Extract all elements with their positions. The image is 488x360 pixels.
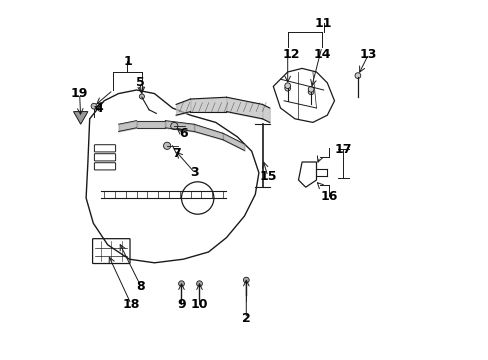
Text: 5: 5 (136, 76, 144, 89)
Circle shape (307, 86, 313, 92)
Circle shape (284, 85, 290, 91)
Circle shape (243, 277, 249, 283)
Circle shape (284, 83, 290, 89)
Circle shape (196, 281, 202, 287)
Text: 4: 4 (94, 102, 103, 114)
Circle shape (307, 89, 313, 95)
Circle shape (163, 142, 170, 149)
Text: 17: 17 (334, 143, 351, 156)
Text: 12: 12 (282, 48, 300, 60)
Text: 10: 10 (190, 298, 208, 311)
Text: 18: 18 (122, 298, 140, 311)
Polygon shape (73, 112, 88, 124)
Text: 11: 11 (314, 17, 332, 30)
Text: 2: 2 (242, 312, 250, 325)
Text: 3: 3 (190, 166, 199, 179)
Circle shape (354, 73, 360, 78)
Circle shape (178, 281, 184, 287)
Circle shape (91, 103, 97, 109)
Text: 13: 13 (359, 48, 377, 60)
Text: 16: 16 (320, 190, 337, 203)
Text: 19: 19 (71, 87, 88, 100)
Circle shape (139, 94, 144, 99)
Text: 7: 7 (171, 147, 180, 159)
Circle shape (170, 122, 178, 130)
Text: 8: 8 (136, 280, 145, 293)
Text: 9: 9 (177, 298, 185, 311)
Text: 14: 14 (312, 48, 330, 60)
Text: 15: 15 (259, 170, 276, 183)
Text: 1: 1 (123, 55, 132, 68)
Text: 6: 6 (179, 127, 187, 140)
